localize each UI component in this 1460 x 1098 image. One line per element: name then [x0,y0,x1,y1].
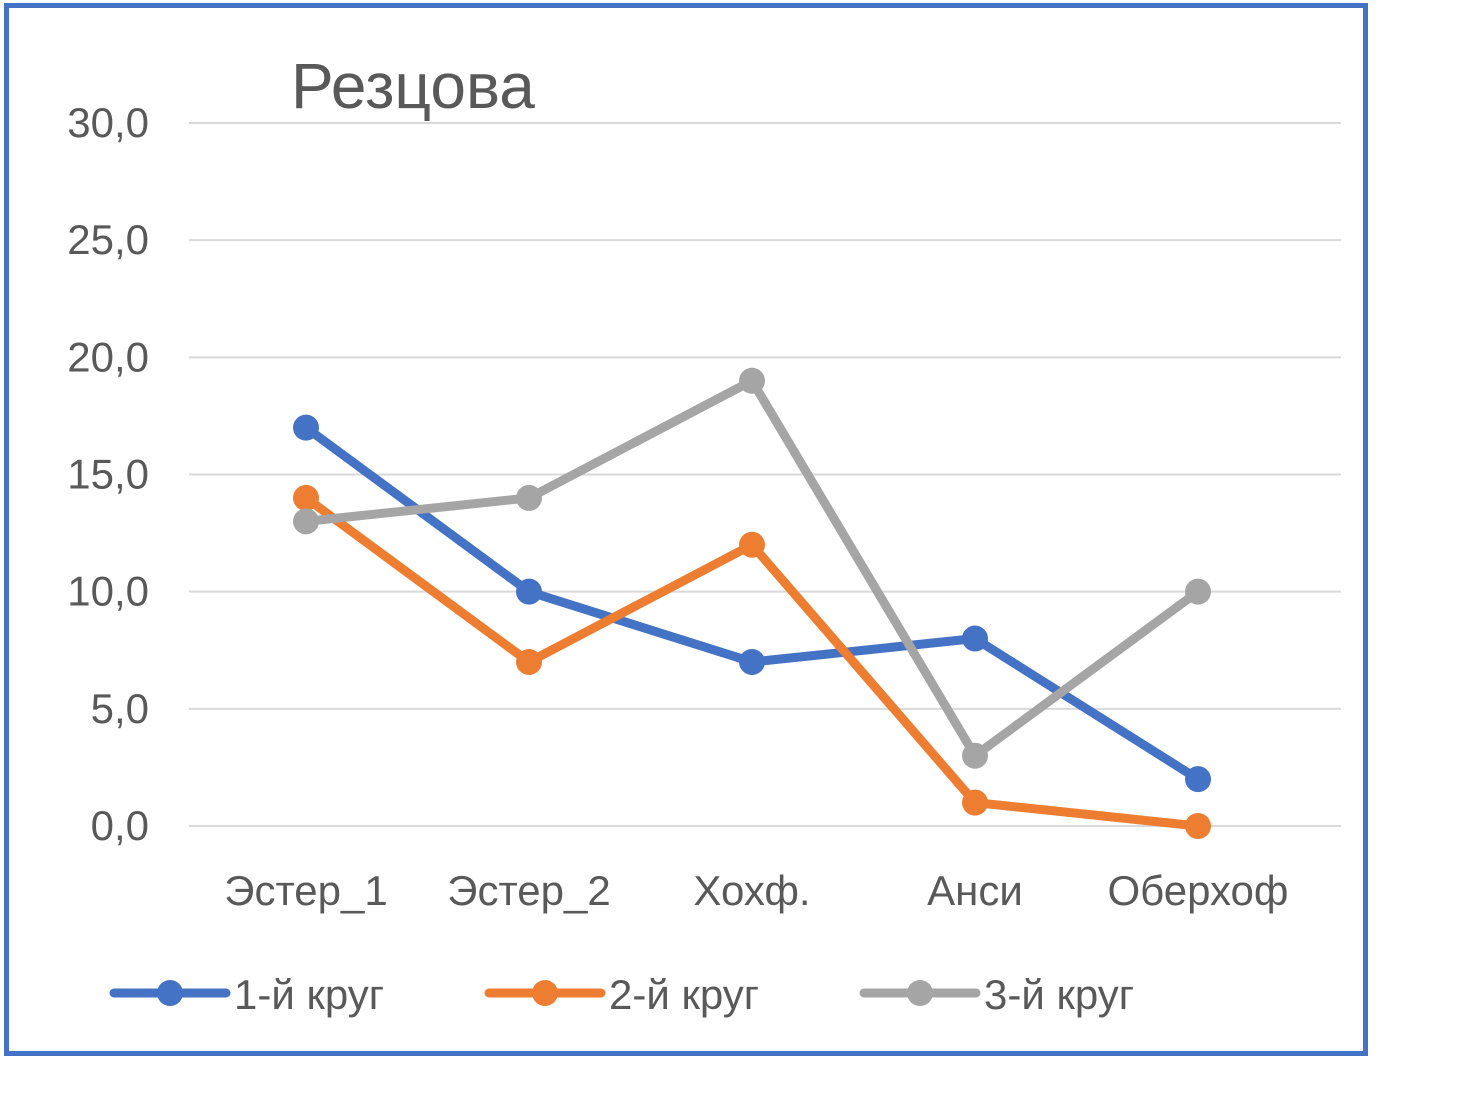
data-point [516,484,542,511]
data-point [962,742,988,769]
series-2 [293,484,1211,839]
data-point [516,578,542,605]
x-tick-label: Анси [927,867,1023,914]
y-tick-label: 30,0 [67,99,149,146]
series-1 [293,414,1211,793]
y-tick-label: 15,0 [67,451,149,498]
data-point [739,531,765,558]
line-chart: Резцова 0,0 5,0 10,0 15,0 20,0 25,0 30,0 Эстер… [67,50,1341,1018]
chart-frame: Резцова 0,0 5,0 10,0 15,0 20,0 25,0 30,0 Эстер… [4,3,1368,1056]
series-line [301,423,1203,784]
chart-title: Резцова [291,50,535,122]
y-tick-label: 5,0 [91,685,149,732]
data-point [1185,578,1211,605]
legend-label: 1-й круг [234,971,384,1018]
data-point [962,789,988,816]
x-tick-label: Эстер_1 [224,867,387,914]
x-tick-label: Оберхоф [1108,867,1289,914]
x-tick-label: Хохф. [693,867,810,914]
y-tick-label: 0,0 [91,802,149,849]
legend-marker [532,980,558,1006]
legend: 1-й круг 2-й круг 3-й круг [109,971,1134,1018]
data-point [516,648,542,675]
data-point [739,367,765,394]
series-lines [293,367,1211,839]
legend-item: 3-й круг [859,971,1134,1018]
data-point [293,414,319,441]
data-point [293,484,319,511]
legend-marker [907,980,933,1006]
x-axis-tick-labels: Эстер_1 Эстер_2 Хохф. Анси Оберхоф [224,867,1288,914]
y-tick-label: 25,0 [67,216,149,263]
legend-label: 2-й круг [609,971,759,1018]
data-point [1185,813,1211,839]
data-point [1185,766,1211,793]
legend-marker [157,980,183,1006]
data-point [739,648,765,675]
series-3 [293,367,1211,769]
y-tick-label: 10,0 [67,568,149,615]
legend-label: 3-й круг [984,971,1134,1018]
legend-item: 2-й круг [484,971,759,1018]
gridlines [189,122,1341,827]
legend-item: 1-й круг [109,971,384,1018]
data-point [293,508,319,535]
y-axis-tick-labels: 0,0 5,0 10,0 15,0 20,0 25,0 30,0 [67,99,149,849]
data-point [962,625,988,652]
x-tick-label: Эстер_2 [447,867,610,914]
y-tick-label: 20,0 [67,333,149,380]
